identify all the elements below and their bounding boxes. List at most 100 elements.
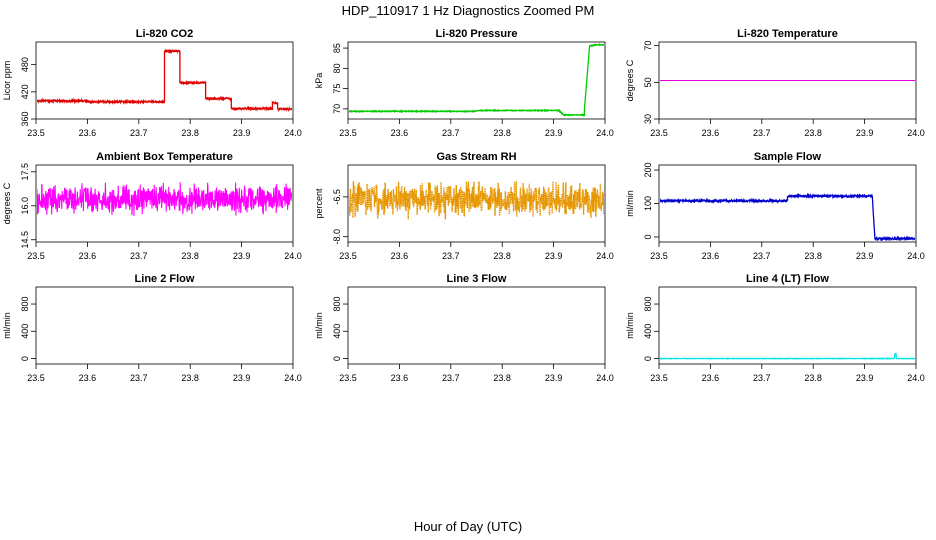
- panel-title: Li-820 CO2: [136, 28, 193, 40]
- panel-li-820-co2: Li-820 CO2 23.5 23.6 23.7 23.8 23.9 24.0 360 420…: [2, 28, 302, 138]
- axis-box: [658, 41, 917, 120]
- y-tick-label: 400: [20, 324, 30, 339]
- y-tick-label: 800: [332, 297, 342, 312]
- x-tick-label: 23.6: [702, 373, 720, 383]
- axis-box: [35, 41, 294, 120]
- y-tick-label: 30: [643, 114, 653, 124]
- x-tick-label: 23.5: [27, 373, 45, 383]
- y-tick-label: 14.5: [20, 231, 30, 249]
- series-line: [660, 352, 915, 360]
- x-tick-label: 24.0: [907, 251, 925, 261]
- y-tick-label: 17.5: [20, 163, 30, 181]
- panel-line-2-flow: Line 2 Flow 23.5 23.6 23.7 23.8 23.9 24.0 0 400 8…: [2, 273, 302, 383]
- x-tick-label: 23.6: [391, 128, 409, 138]
- x-tick-label: 23.7: [753, 373, 771, 383]
- x-tick-label: 23.9: [545, 373, 563, 383]
- y-tick-label: -6.5: [332, 189, 342, 205]
- series-line: [349, 43, 604, 117]
- x-tick-label: 23.5: [650, 373, 668, 383]
- y-tick-label: 0: [332, 356, 342, 361]
- y-tick-label: 360: [20, 111, 30, 126]
- x-tick-label: 23.6: [391, 373, 409, 383]
- x-tick-label: 23.9: [233, 128, 251, 138]
- x-tick-label: 23.8: [804, 128, 822, 138]
- panel-title: Line 2 Flow: [135, 273, 195, 285]
- axis-box: [347, 164, 606, 243]
- x-tick-label: 24.0: [284, 251, 302, 261]
- x-tick-label: 23.8: [804, 373, 822, 383]
- y-tick-label: 420: [20, 84, 30, 99]
- y-tick-label: 85: [332, 43, 342, 53]
- x-tick-label: 23.8: [804, 251, 822, 261]
- x-tick-label: 23.7: [130, 128, 148, 138]
- y-tick-label: 800: [643, 297, 653, 312]
- panel-title: Ambient Box Temperature: [96, 151, 233, 163]
- x-tick-label: 23.6: [702, 128, 720, 138]
- series-line: [37, 182, 292, 217]
- y-axis-label: ml/min: [314, 312, 324, 339]
- y-axis-label: kPa: [314, 73, 324, 89]
- panel-grid: Li-820 CO2 23.5 23.6 23.7 23.8 23.9 24.0 360 420…: [2, 28, 925, 383]
- y-axis-label: degrees C: [2, 182, 12, 224]
- axis-box: [347, 41, 606, 120]
- panel-gas-stream-rh: Gas Stream RH 23.5 23.6 23.7 23.8 23.9 24.0 -8.…: [314, 151, 614, 261]
- x-tick-label: 23.6: [79, 128, 97, 138]
- x-tick-label: 23.6: [391, 251, 409, 261]
- x-tick-label: 23.9: [233, 373, 251, 383]
- y-axis-label: ml/min: [625, 312, 635, 339]
- x-tick-label: 23.7: [442, 373, 460, 383]
- figure-title: HDP_110917 1 Hz Diagnostics Zoomed PM: [342, 3, 595, 18]
- panel-li-820-temperature: Li-820 Temperature 23.5 23.6 23.7 23.8 23.9 24…: [625, 28, 925, 138]
- panel-line-4-lt-flow: Line 4 (LT) Flow 23.5 23.6 23.7 23.8 23.9 24.0…: [625, 273, 925, 383]
- axis-box: [35, 286, 294, 365]
- x-tick-label: 23.9: [545, 128, 563, 138]
- x-tick-label: 23.9: [856, 373, 874, 383]
- x-tick-label: 23.9: [856, 251, 874, 261]
- y-tick-label: 400: [332, 324, 342, 339]
- y-tick-label: 480: [20, 57, 30, 72]
- x-tick-label: 23.6: [79, 251, 97, 261]
- panel-sample-flow: Sample Flow 23.5 23.6 23.7 23.8 23.9 24.0 0 100 2…: [625, 151, 925, 261]
- y-axis-label: ml/min: [625, 190, 635, 217]
- y-tick-label: 0: [643, 356, 653, 361]
- y-tick-label: 400: [643, 324, 653, 339]
- x-tick-label: 23.8: [181, 128, 199, 138]
- panel-li-820-pressure: Li-820 Pressure 23.5 23.6 23.7 23.8 23.9 24.0 7…: [314, 28, 614, 138]
- y-tick-label: 200: [643, 163, 653, 178]
- y-tick-label: 80: [332, 63, 342, 73]
- x-tick-label: 23.8: [493, 373, 511, 383]
- y-tick-label: 100: [643, 196, 653, 211]
- x-tick-label: 23.5: [339, 251, 357, 261]
- x-tick-label: 23.5: [339, 373, 357, 383]
- panel-title: Li-820 Temperature: [737, 28, 838, 40]
- y-tick-label: 16.0: [20, 197, 30, 215]
- x-tick-label: 23.9: [856, 128, 874, 138]
- panel-title: Sample Flow: [754, 151, 822, 163]
- x-tick-label: 23.7: [753, 128, 771, 138]
- x-tick-label: 23.7: [130, 373, 148, 383]
- series-line: [37, 48, 292, 113]
- x-tick-label: 23.5: [650, 128, 668, 138]
- x-tick-label: 23.8: [181, 373, 199, 383]
- x-tick-label: 23.9: [545, 251, 563, 261]
- y-tick-label: 50: [643, 77, 653, 87]
- series-points: [349, 180, 604, 220]
- x-tick-label: 24.0: [284, 128, 302, 138]
- panel-title: Gas Stream RH: [436, 151, 516, 163]
- figure-x-axis-label: Hour of Day (UTC): [414, 519, 522, 534]
- y-tick-label: -8.0: [332, 229, 342, 245]
- panel-ambient-box-temperature: Ambient Box Temperature 23.5 23.6 23.7 23.8 2…: [2, 151, 302, 261]
- x-tick-label: 23.6: [702, 251, 720, 261]
- x-tick-label: 23.9: [233, 251, 251, 261]
- x-tick-label: 24.0: [284, 373, 302, 383]
- y-tick-label: 800: [20, 297, 30, 312]
- x-tick-label: 23.5: [650, 251, 668, 261]
- x-tick-label: 24.0: [596, 251, 614, 261]
- panel-title: Line 4 (LT) Flow: [746, 273, 829, 285]
- x-tick-label: 23.7: [442, 128, 460, 138]
- x-tick-label: 24.0: [907, 373, 925, 383]
- axis-box: [658, 286, 917, 365]
- x-tick-label: 23.6: [79, 373, 97, 383]
- x-tick-label: 23.7: [130, 251, 148, 261]
